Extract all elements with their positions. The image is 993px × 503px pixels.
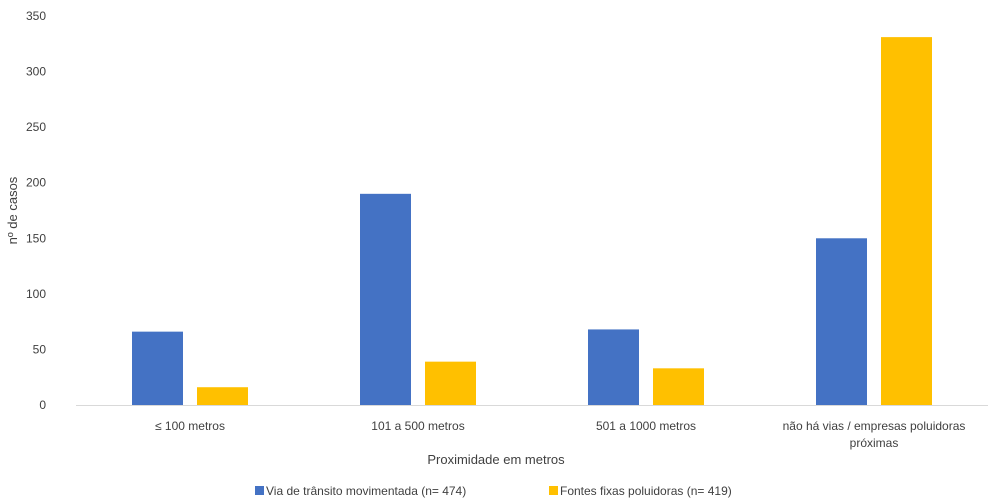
x-tick-label: não há vias / empresas poluidoras bbox=[783, 419, 966, 433]
legend: Via de trânsito movimentada (n= 474) Font… bbox=[255, 484, 732, 498]
legend-swatch bbox=[549, 486, 558, 495]
y-tick-label: 50 bbox=[33, 342, 47, 356]
y-tick-label: 250 bbox=[26, 120, 46, 134]
legend-label: Fontes fixas poluidoras (n= 419) bbox=[560, 484, 732, 498]
x-tick-label: 501 a 1000 metros bbox=[596, 419, 696, 433]
x-axis-tick-labels: ≤ 100 metros 101 a 500 metros 501 a 1000 m… bbox=[155, 419, 965, 450]
bar bbox=[881, 37, 932, 406]
y-tick-label: 0 bbox=[39, 398, 46, 412]
legend-swatch bbox=[255, 486, 264, 495]
bar bbox=[653, 368, 704, 405]
x-tick-label: próximas bbox=[850, 436, 899, 450]
legend-label: Via de trânsito movimentada (n= 474) bbox=[266, 484, 466, 498]
y-tick-label: 300 bbox=[26, 65, 46, 79]
y-tick-label: 100 bbox=[26, 287, 46, 301]
bar bbox=[360, 193, 411, 405]
bar bbox=[197, 387, 248, 405]
y-tick-label: 150 bbox=[26, 231, 46, 245]
x-tick-label: ≤ 100 metros bbox=[155, 419, 225, 433]
bar bbox=[816, 238, 867, 405]
y-axis-tick-labels: 0 50 100 150 200 250 300 350 bbox=[26, 9, 46, 412]
bar bbox=[132, 331, 183, 405]
y-tick-label: 200 bbox=[26, 176, 46, 190]
y-tick-label: 350 bbox=[26, 9, 46, 23]
bar bbox=[425, 361, 476, 405]
bars bbox=[132, 37, 932, 406]
y-axis-title: nº de casos bbox=[5, 176, 20, 244]
x-axis-title: Proximidade em metros bbox=[427, 452, 565, 467]
x-tick-label: 101 a 500 metros bbox=[371, 419, 464, 433]
bar bbox=[588, 329, 639, 405]
